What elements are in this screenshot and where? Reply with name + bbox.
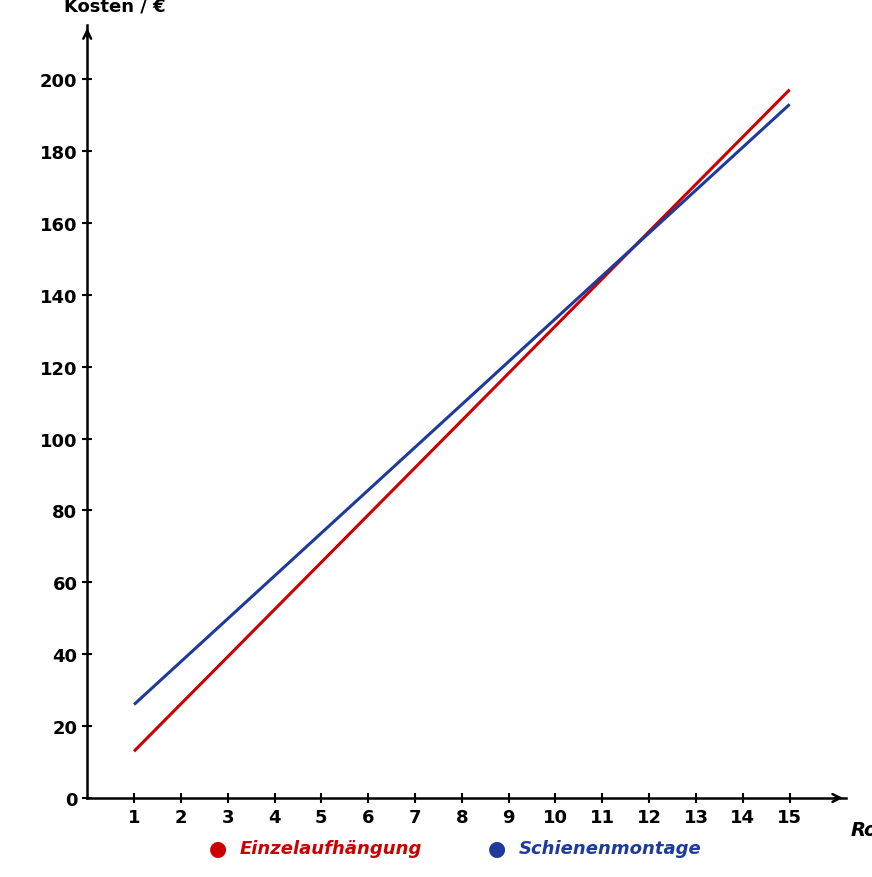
Text: Rohre: Rohre (850, 820, 872, 838)
Text: Einzelaufhängung: Einzelaufhängung (240, 839, 422, 857)
Text: Schienenmontage: Schienenmontage (519, 839, 702, 857)
Text: ●: ● (209, 838, 227, 858)
Text: Kosten / €: Kosten / € (64, 0, 166, 16)
Text: ●: ● (488, 838, 506, 858)
